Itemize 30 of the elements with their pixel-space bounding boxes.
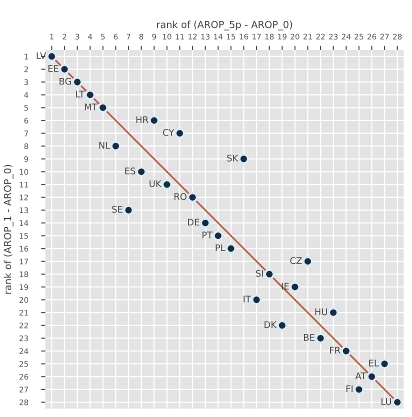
annotation: BE — [304, 334, 314, 341]
annotation: LT — [76, 90, 85, 98]
annotation: HU — [315, 308, 328, 316]
annotation: NL — [99, 142, 110, 149]
annotation: FR — [330, 346, 340, 354]
annotation: FI — [346, 385, 353, 392]
annotation: CZ — [290, 257, 302, 264]
annotation: EE — [48, 65, 58, 72]
annotation: DK — [264, 321, 277, 328]
annotation: IT — [244, 296, 252, 302]
annotation: BG — [60, 78, 72, 85]
annotation: MT — [84, 104, 98, 110]
annotation: EL — [369, 360, 379, 366]
annotation: IE — [282, 282, 289, 290]
annotation: RO — [174, 193, 186, 200]
annotation: SI — [256, 270, 263, 277]
annotation: PT — [202, 232, 213, 238]
y-axis-title: rank of (AROP_1 - AROP_0) — [4, 164, 14, 294]
annotation: LU — [382, 398, 392, 405]
annotation: CY — [163, 129, 174, 136]
annotation: AT — [355, 372, 366, 380]
annotation: UK — [150, 180, 162, 188]
annotation: PL — [216, 244, 226, 252]
annotation: SE — [112, 206, 122, 213]
annotation: SK — [227, 154, 238, 162]
annotation: DE — [188, 218, 200, 226]
annotation: HR — [136, 116, 148, 123]
annotation: ES — [125, 168, 136, 174]
annotation: LV — [36, 52, 46, 59]
x-axis-title: rank of (AROP_5p - AROP_0) — [157, 20, 292, 30]
